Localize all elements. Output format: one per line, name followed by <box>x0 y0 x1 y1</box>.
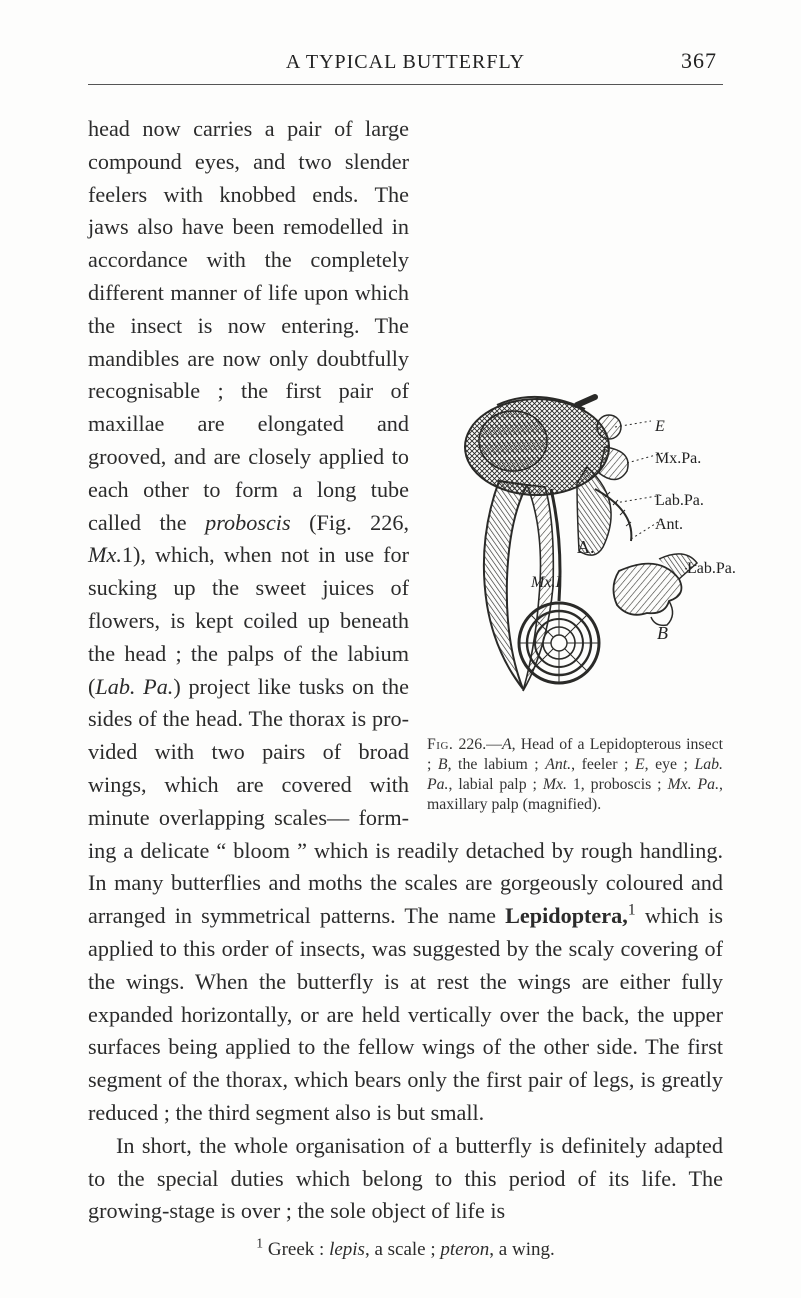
butterfly-head-svg <box>427 391 723 725</box>
fn-e: pteron <box>440 1239 489 1260</box>
p2-a: In short, the whole organisation of a bu… <box>88 1133 723 1224</box>
p1-c: (Fig. 226, <box>291 510 409 535</box>
fig-label-E: E <box>655 411 665 444</box>
cap-n: 1, proboscis ; <box>567 776 668 793</box>
cap-c: A <box>502 736 512 753</box>
p1-a: head now carries a pair of large compoun… <box>88 116 409 535</box>
fig-label-A: A. <box>577 531 595 564</box>
fn-c: lepis <box>329 1239 365 1260</box>
book-page: A TYPICAL BUTTERFLY 367 <box>0 0 801 1298</box>
cap-f: , the labium ; <box>448 756 546 773</box>
cap-o: Mx. Pa. <box>667 776 719 793</box>
cap-g: Ant. <box>545 756 571 773</box>
fig-label-B: B <box>657 617 668 650</box>
p1-j: which is applied to this order of insect… <box>88 903 723 1125</box>
p1-f: Lab. Pa. <box>95 674 173 699</box>
cap-h: , feeler ; <box>571 756 635 773</box>
head-rule <box>88 84 723 85</box>
cap-fig: Fig. <box>427 736 453 753</box>
fn-f: , a wing. <box>489 1239 554 1260</box>
cap-l: , labial palp ; <box>449 776 543 793</box>
running-head: A TYPICAL BUTTERFLY 367 <box>88 48 723 80</box>
fig-label-ant: Ant. <box>655 509 683 542</box>
figure-illustration: E Mx.Pa. Lab.Pa. Ant. A. Lab.Pa. Mx.I B <box>427 391 723 725</box>
figure-226: E Mx.Pa. Lab.Pa. Ant. A. Lab.Pa. Mx.I B … <box>427 391 723 815</box>
body-text: E Mx.Pa. Lab.Pa. Ant. A. Lab.Pa. Mx.I B … <box>88 113 723 1267</box>
running-title: A TYPICAL BUTTERFLY <box>154 51 657 74</box>
fig-label-mxi: Mx.I <box>531 567 561 600</box>
p1-h: Lepidoptera, <box>505 903 628 928</box>
p1-i: 1 <box>628 902 636 919</box>
fig-label-labpa-s: Lab.Pa. <box>687 553 736 586</box>
p1-b: proboscis <box>205 510 290 535</box>
cap-i: E <box>635 756 645 773</box>
page-number: 367 <box>657 48 717 74</box>
cap-m: Mx. <box>543 776 567 793</box>
figure-caption: Fig. 226.—A, Head of a Lepi­dopterous in… <box>427 735 723 815</box>
cap-j: , eye ; <box>645 756 695 773</box>
cap-e: B <box>438 756 448 773</box>
fn-b: Greek : <box>263 1239 329 1260</box>
footnote: 1 Greek : lepis, a scale ; pteron, a win… <box>88 1234 723 1267</box>
cap-b: 226.— <box>453 736 502 753</box>
p1-d: Mx. <box>88 542 122 567</box>
fig-label-mxpa: Mx.Pa. <box>655 443 701 476</box>
fn-d: , a scale ; <box>365 1239 440 1260</box>
